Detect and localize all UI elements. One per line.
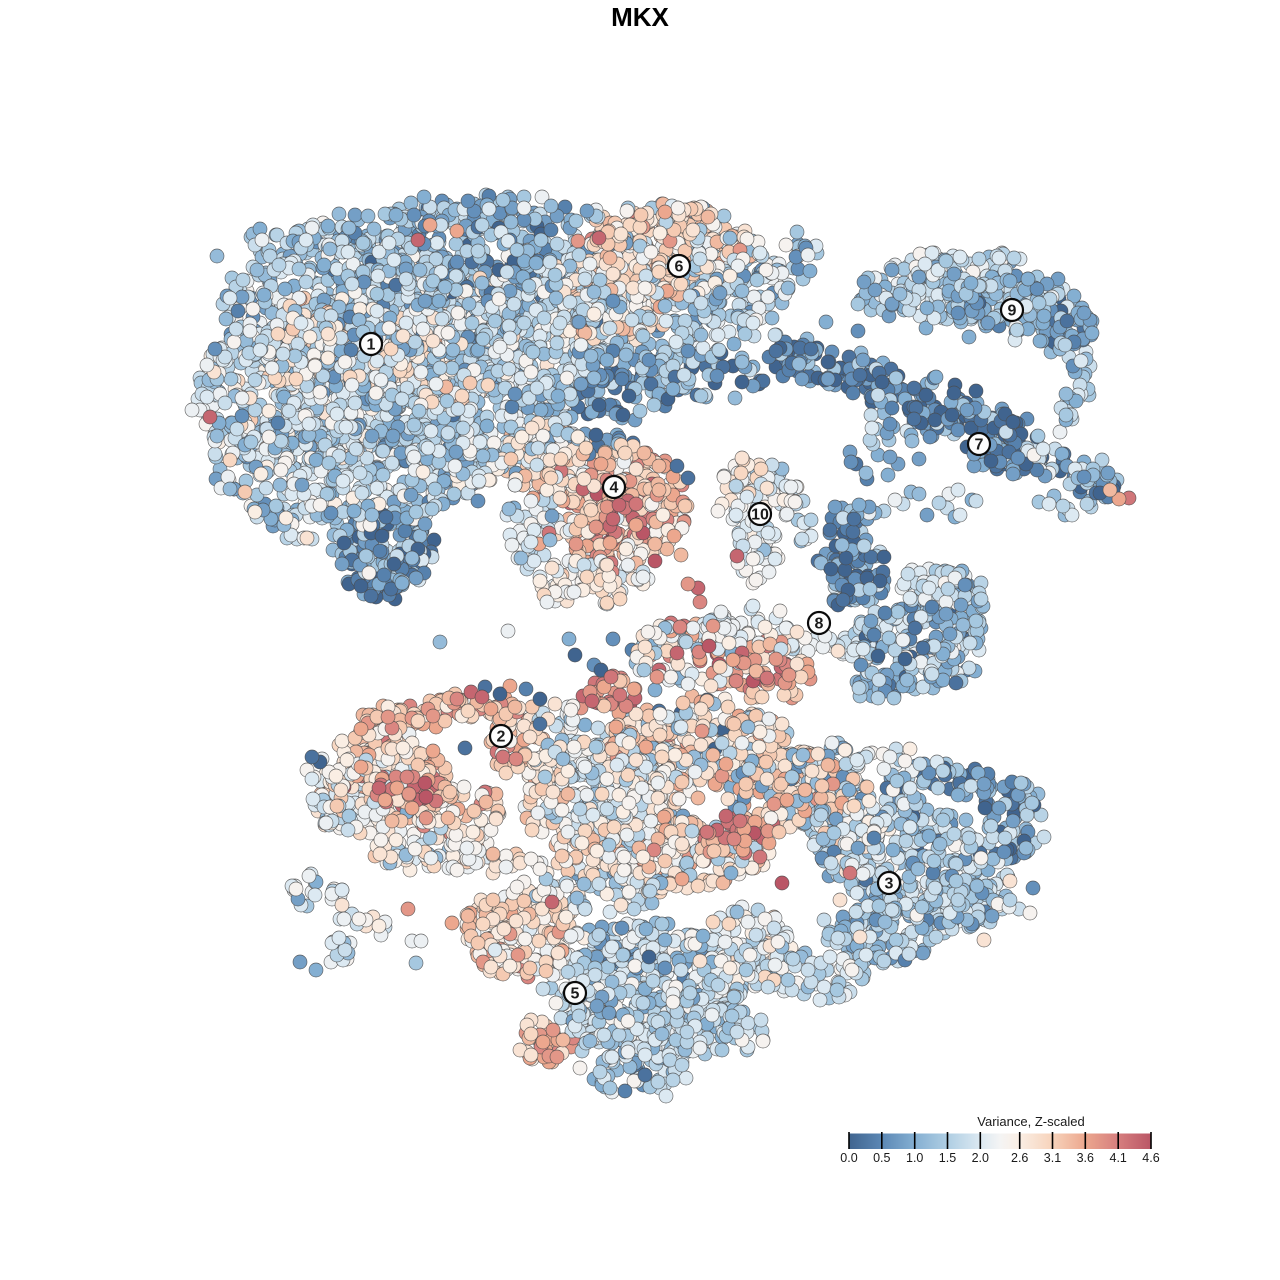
svg-text:MKX: MKX xyxy=(611,2,669,32)
